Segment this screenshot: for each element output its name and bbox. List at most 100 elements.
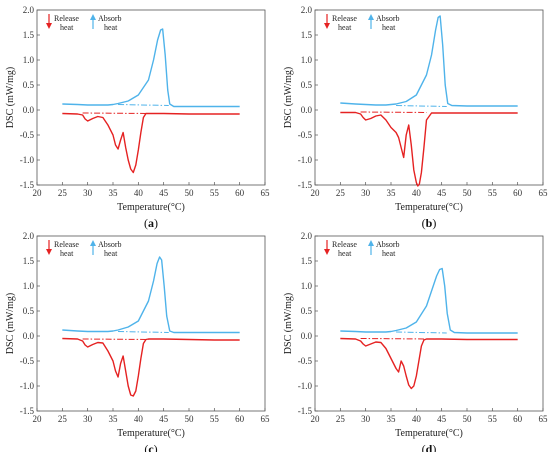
- legend-absorb-label-2: heat: [382, 23, 396, 32]
- x-tick-label: 30: [361, 414, 371, 424]
- legend-release-label: Release: [54, 14, 79, 23]
- panel-caption: (a): [144, 216, 158, 230]
- legend-arrow-down-icon-head: [324, 249, 330, 255]
- x-tick-label: 65: [261, 188, 271, 198]
- series-baseline-absorb-line: [118, 104, 169, 106]
- legend-absorb-label-2: heat: [104, 249, 118, 258]
- series-baseline-absorb-line: [396, 331, 447, 334]
- plot-frame: [36, 235, 266, 412]
- y-tick-label: -1.5: [298, 180, 313, 190]
- caption-letter: d: [426, 442, 433, 452]
- x-tick-label: 20: [311, 414, 321, 424]
- x-tick-label: 65: [261, 414, 271, 424]
- series-baseline-release-line: [360, 338, 427, 340]
- chart-panel-b: 20 25 30 35 40 45 50 55 60 65 -1.5 -1.0 -0.5 0.0 0.5 1.…: [283, 5, 548, 230]
- caption-paren-open: (: [144, 216, 148, 230]
- y-tick-label: -0.5: [298, 130, 313, 140]
- series-absorb-line: [62, 28, 240, 108]
- x-tick-label: 40: [412, 188, 422, 198]
- y-tick-label: -1.5: [298, 406, 313, 416]
- plot-frame: [314, 235, 544, 412]
- y-axis-label: DSC (mW/mg): [283, 67, 294, 128]
- x-tick-label: 50: [463, 188, 473, 198]
- x-tick-label: 50: [185, 188, 195, 198]
- y-tick-label: 1.0: [23, 281, 35, 291]
- y-tick-label: 1.0: [301, 55, 313, 65]
- legend-absorb-label: Absorb: [376, 14, 400, 23]
- x-tick-label: 40: [412, 414, 422, 424]
- x-tick-label: 45: [437, 188, 447, 198]
- caption-letter: c: [148, 442, 154, 452]
- y-tick-label: 2.0: [301, 231, 313, 241]
- chart-panel-d: 20 25 30 35 40 45 50 55 60 65 -1.5 -1.0 -0.5 0.0 0.5 1.…: [283, 231, 548, 452]
- y-tick-label: 1.0: [301, 281, 313, 291]
- x-tick-label: 55: [488, 188, 498, 198]
- series-baseline-absorb-line: [396, 105, 447, 107]
- series-baseline-release-line: [360, 111, 427, 113]
- y-tick-label: 1.5: [301, 256, 313, 266]
- y-tick-label: -1.0: [20, 155, 35, 165]
- caption-paren-close: ): [432, 216, 436, 230]
- y-axis-label: DSC (mW/mg): [283, 293, 294, 354]
- legend-arrow-down-icon-head: [324, 23, 330, 29]
- x-tick-label: 35: [387, 188, 397, 198]
- caption-paren-close: ): [432, 442, 436, 452]
- legend-release-label-2: heat: [60, 249, 74, 258]
- y-tick-label: 2.0: [23, 231, 35, 241]
- y-axis-label: DSC (mW/mg): [5, 293, 16, 354]
- legend-absorb-label: Absorb: [98, 240, 122, 249]
- series-release-line: [340, 337, 518, 390]
- series-absorb-line: [340, 267, 518, 334]
- legend-release-label: Release: [332, 14, 357, 23]
- x-tick-label: 45: [159, 188, 169, 198]
- y-tick-label: -1.0: [20, 381, 35, 391]
- legend-arrow-up-icon-head: [368, 14, 374, 20]
- y-tick-label: -1.0: [298, 381, 313, 391]
- legend-absorb-label: Absorb: [98, 14, 122, 23]
- x-tick-label: 65: [539, 188, 549, 198]
- y-tick-label: -1.5: [20, 406, 35, 416]
- series-baseline-absorb-line: [118, 331, 169, 333]
- panel-caption: (d): [422, 442, 437, 452]
- x-axis-label: Temperature(°C): [117, 428, 185, 439]
- y-tick-label: -1.5: [20, 180, 35, 190]
- x-tick-label: 20: [33, 188, 43, 198]
- legend-release-label: Release: [54, 240, 79, 249]
- caption-letter: a: [148, 216, 154, 230]
- y-tick-label: 0.5: [301, 306, 313, 316]
- legend-release-label: Release: [332, 240, 357, 249]
- x-tick-label: 65: [539, 414, 549, 424]
- x-axis-label: Temperature(°C): [395, 428, 463, 439]
- plot-frame: [314, 9, 544, 186]
- x-tick-label: 60: [513, 414, 523, 424]
- series-baseline-release-line: [82, 338, 149, 340]
- legend-absorb-label-2: heat: [382, 249, 396, 258]
- y-tick-label: -0.5: [20, 130, 35, 140]
- caption-paren-close: ): [154, 216, 158, 230]
- x-tick-label: 50: [463, 414, 473, 424]
- chart-panel-c: 20 25 30 35 40 45 50 55 60 65 -1.5 -1.0 -0.5 0.0 0.5 1.…: [5, 231, 270, 452]
- y-tick-label: 0.5: [23, 306, 35, 316]
- legend-arrow-down-icon-head: [46, 249, 52, 255]
- x-axis-label: Temperature(°C): [395, 202, 463, 213]
- y-tick-label: 0.0: [23, 105, 35, 115]
- y-tick-label: 2.0: [301, 5, 313, 15]
- x-tick-label: 20: [33, 414, 43, 424]
- x-tick-label: 35: [109, 188, 119, 198]
- y-tick-label: 1.0: [23, 55, 35, 65]
- x-tick-label: 25: [58, 414, 68, 424]
- x-tick-label: 60: [235, 414, 245, 424]
- x-tick-label: 25: [336, 188, 346, 198]
- x-tick-label: 45: [437, 414, 447, 424]
- plot-frame: [36, 9, 266, 186]
- x-tick-label: 30: [83, 414, 93, 424]
- y-tick-label: 1.5: [23, 256, 35, 266]
- y-tick-label: 0.0: [23, 331, 35, 341]
- x-tick-label: 30: [83, 188, 93, 198]
- x-tick-label: 60: [235, 188, 245, 198]
- caption-paren-open: (: [144, 442, 148, 452]
